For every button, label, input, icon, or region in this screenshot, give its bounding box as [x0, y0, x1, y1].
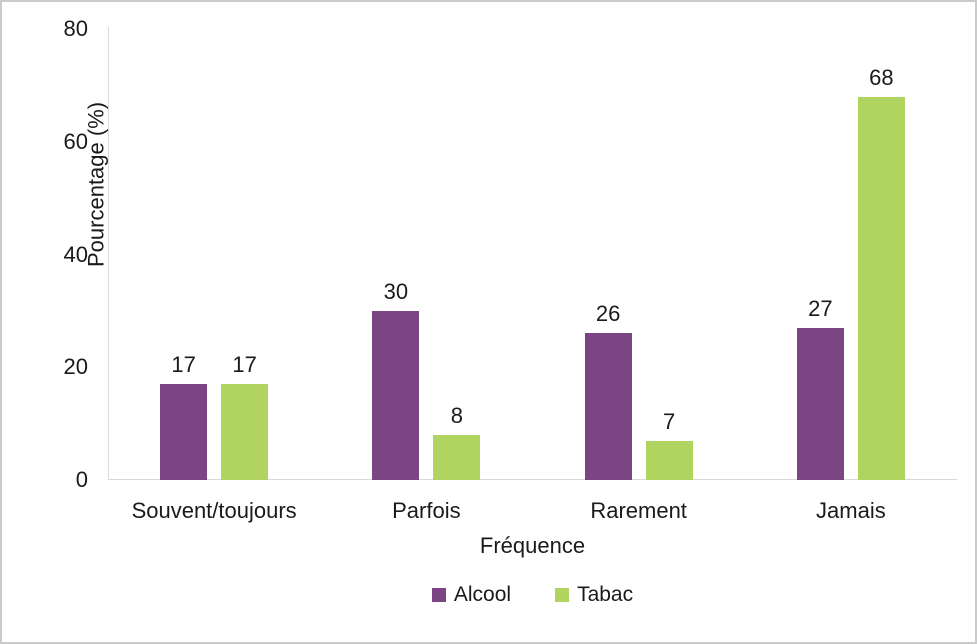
- legend-item-alcool: Alcool: [431, 583, 512, 607]
- data-label-alcool-rarement: 26: [595, 301, 621, 327]
- y-tick-label-40: 40: [63, 241, 88, 267]
- legend-item-tabac: Tabac: [555, 583, 633, 607]
- y-tick-label-60: 60: [63, 128, 88, 154]
- x-category-label-parfois: Parfois: [392, 498, 461, 523]
- x-axis-title: Fréquence: [479, 533, 586, 558]
- y-tick-label-20: 20: [63, 354, 88, 380]
- bar-tabac-parfois: [433, 434, 481, 480]
- legend-label-tabac: Tabac: [577, 583, 634, 606]
- legend-swatch-alcool: [431, 588, 446, 602]
- data-label-alcool-parfois: 30: [383, 278, 409, 304]
- x-category-label-rarement: Rarement: [590, 498, 687, 523]
- data-label-tabac-parfois: 8: [450, 402, 463, 428]
- bar-alcool-jamais: [796, 327, 844, 480]
- x-category-label-jamais: Jamais: [816, 498, 886, 523]
- data-label-alcool-souvent-toujours: 17: [171, 352, 196, 378]
- legend: Alcool Tabac: [108, 583, 957, 607]
- data-label-alcool-jamais: 27: [808, 295, 833, 321]
- bar-tabac-souvent-toujours: [221, 384, 269, 480]
- y-tick-label-80: 80: [63, 16, 88, 41]
- bar-tabac-rarement: [645, 440, 693, 480]
- data-label-tabac-rarement: 7: [663, 408, 676, 434]
- bar-tabac-jamais: [857, 96, 905, 480]
- bar-alcool-rarement: [584, 333, 632, 480]
- y-tick-label-0: 0: [75, 467, 88, 492]
- y-axis-line: [108, 27, 109, 479]
- data-label-tabac-jamais: 68: [869, 64, 894, 90]
- data-label-tabac-souvent-toujours: 17: [232, 352, 257, 378]
- x-category-label-souvent-toujours: Souvent/toujours: [131, 498, 297, 523]
- bar-alcool-souvent-toujours: [160, 384, 208, 480]
- bar-alcool-parfois: [372, 310, 420, 480]
- legend-label-alcool: Alcool: [453, 583, 512, 606]
- x-axis-line: [108, 479, 957, 480]
- legend-swatch-tabac: [555, 588, 570, 602]
